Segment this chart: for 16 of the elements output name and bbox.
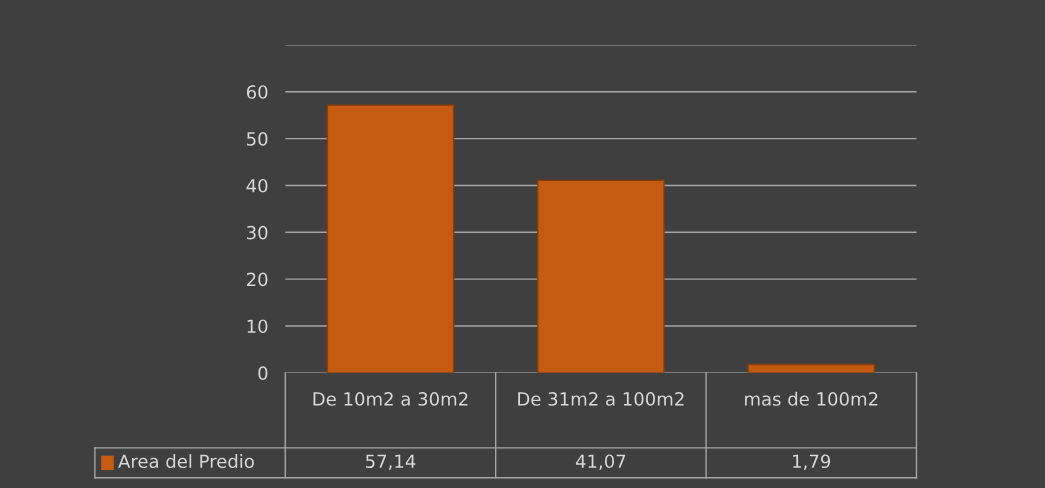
y-tick-label: 60 bbox=[246, 85, 268, 99]
legend-label: Area del Predio bbox=[118, 454, 254, 469]
y-tick-label: 20 bbox=[246, 272, 268, 287]
y-tick-label: 30 bbox=[247, 225, 268, 240]
y-tick-label: 50 bbox=[247, 132, 268, 146]
data-label: 41,07 bbox=[575, 454, 626, 470]
x-tick-label: mas de 100m2 bbox=[745, 391, 878, 406]
y-tick-label: 40 bbox=[246, 178, 268, 193]
bar bbox=[537, 179, 665, 373]
y-tick-label: 0 bbox=[258, 366, 268, 380]
x-tick-label: De 10m2 a 30m2 bbox=[313, 392, 468, 406]
data-label: 1,79 bbox=[793, 454, 831, 470]
data-label: 57,14 bbox=[366, 454, 416, 470]
bar bbox=[326, 104, 455, 373]
x-tick-label: De 31m2 a 100m2 bbox=[518, 392, 684, 406]
y-tick-label: 10 bbox=[247, 319, 268, 334]
